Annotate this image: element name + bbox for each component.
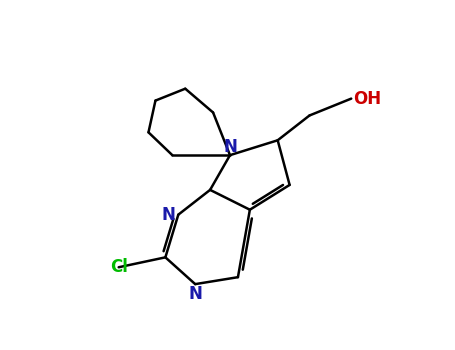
Text: N: N (162, 206, 175, 224)
Text: N: N (223, 138, 237, 156)
Text: Cl: Cl (110, 258, 127, 276)
Text: N: N (188, 285, 202, 303)
Text: OH: OH (353, 90, 381, 107)
